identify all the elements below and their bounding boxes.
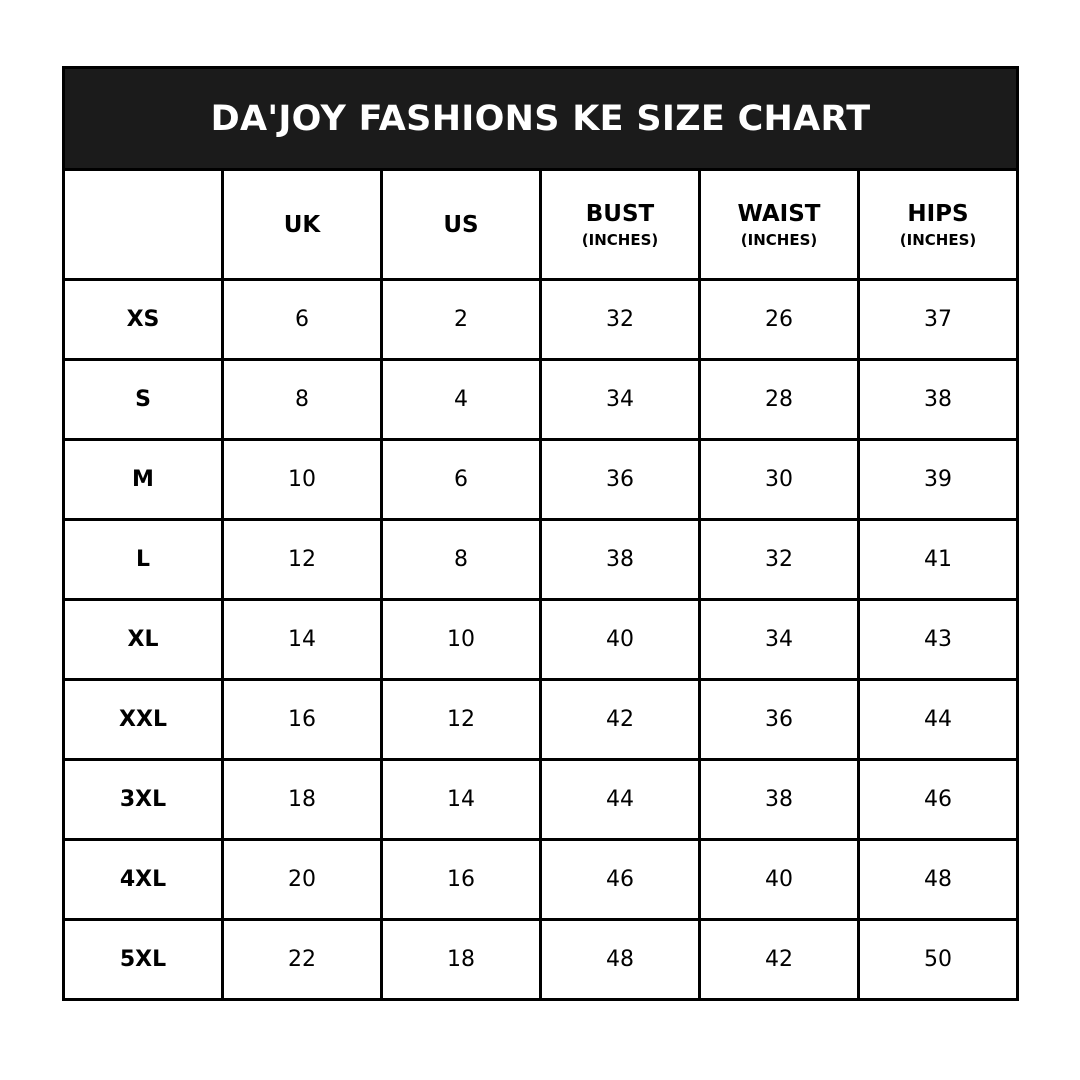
size-chart-table: DA'JOY FASHIONS KE SIZE CHART UK US BUST (I…: [62, 66, 1019, 1001]
table-cell: 10: [380, 598, 542, 681]
table-cell: 42: [698, 918, 860, 1001]
table-cell: 34: [539, 358, 701, 441]
table-cell: 38: [698, 758, 860, 841]
table-cell: 12: [221, 518, 383, 601]
size-label: XL: [62, 598, 224, 681]
table-cell: 42: [539, 678, 701, 761]
table-cell: 39: [857, 438, 1019, 521]
table-row: S 8 4 34 28 38: [62, 358, 1019, 441]
table-cell: 41: [857, 518, 1019, 601]
table-cell: 20: [221, 838, 383, 921]
table-cell: 26: [698, 278, 860, 361]
table-cell: 14: [221, 598, 383, 681]
column-header-size: [62, 168, 224, 281]
table-row: XL 14 10 40 34 43: [62, 598, 1019, 681]
table-cell: 36: [539, 438, 701, 521]
column-unit: (INCHES): [899, 230, 977, 249]
chart-title: DA'JOY FASHIONS KE SIZE CHART: [62, 66, 1019, 171]
table-cell: 34: [698, 598, 860, 681]
column-label: WAIST: [737, 200, 821, 227]
column-header-uk: UK: [221, 168, 383, 281]
size-label: XXL: [62, 678, 224, 761]
table-cell: 46: [539, 838, 701, 921]
table-cell: 30: [698, 438, 860, 521]
table-cell: 22: [221, 918, 383, 1001]
table-row: M 10 6 36 30 39: [62, 438, 1019, 521]
table-row: 3XL 18 14 44 38 46: [62, 758, 1019, 841]
table-cell: 50: [857, 918, 1019, 1001]
table-cell: 6: [380, 438, 542, 521]
table-cell: 40: [698, 838, 860, 921]
table-cell: 8: [221, 358, 383, 441]
column-label: BUST: [585, 200, 655, 227]
column-header-waist: WAIST (INCHES): [698, 168, 860, 281]
table-cell: 46: [857, 758, 1019, 841]
table-row: XS 6 2 32 26 37: [62, 278, 1019, 361]
table-cell: 4: [380, 358, 542, 441]
table-cell: 38: [857, 358, 1019, 441]
table-cell: 32: [539, 278, 701, 361]
table-cell: 8: [380, 518, 542, 601]
size-label: L: [62, 518, 224, 601]
column-unit: (INCHES): [581, 230, 659, 249]
table-cell: 28: [698, 358, 860, 441]
table-cell: 48: [857, 838, 1019, 921]
table-cell: 36: [698, 678, 860, 761]
table-cell: 44: [539, 758, 701, 841]
table-cell: 43: [857, 598, 1019, 681]
size-label: M: [62, 438, 224, 521]
size-label: 3XL: [62, 758, 224, 841]
table-cell: 16: [380, 838, 542, 921]
table-cell: 16: [221, 678, 383, 761]
table-cell: 44: [857, 678, 1019, 761]
column-label: HIPS: [907, 200, 969, 227]
table-row: 4XL 20 16 46 40 48: [62, 838, 1019, 921]
size-label: XS: [62, 278, 224, 361]
table-cell: 18: [221, 758, 383, 841]
column-header-us: US: [380, 168, 542, 281]
column-unit: (INCHES): [740, 230, 818, 249]
size-label: 5XL: [62, 918, 224, 1001]
size-label: S: [62, 358, 224, 441]
table-row: 5XL 22 18 48 42 50: [62, 918, 1019, 1001]
table-cell: 2: [380, 278, 542, 361]
table-cell: 10: [221, 438, 383, 521]
table-cell: 14: [380, 758, 542, 841]
size-label: 4XL: [62, 838, 224, 921]
column-label: UK: [283, 211, 321, 238]
table-cell: 37: [857, 278, 1019, 361]
table-cell: 38: [539, 518, 701, 601]
table-cell: 6: [221, 278, 383, 361]
table-cell: 18: [380, 918, 542, 1001]
table-row: XXL 16 12 42 36 44: [62, 678, 1019, 761]
table-row: L 12 8 38 32 41: [62, 518, 1019, 601]
table-cell: 48: [539, 918, 701, 1001]
column-header-bust: BUST (INCHES): [539, 168, 701, 281]
table-cell: 40: [539, 598, 701, 681]
column-header-hips: HIPS (INCHES): [857, 168, 1019, 281]
column-label: US: [443, 211, 479, 238]
table-body: XS 6 2 32 26 37 S 8 4 34 28 38 M 10 6 36 30 39 L 12 8 38 32 41 X…: [62, 278, 1019, 1001]
table-cell: 32: [698, 518, 860, 601]
table-cell: 12: [380, 678, 542, 761]
column-header-row: UK US BUST (INCHES) WAIST (INCHES) HIPS (INCHES…: [62, 168, 1019, 281]
